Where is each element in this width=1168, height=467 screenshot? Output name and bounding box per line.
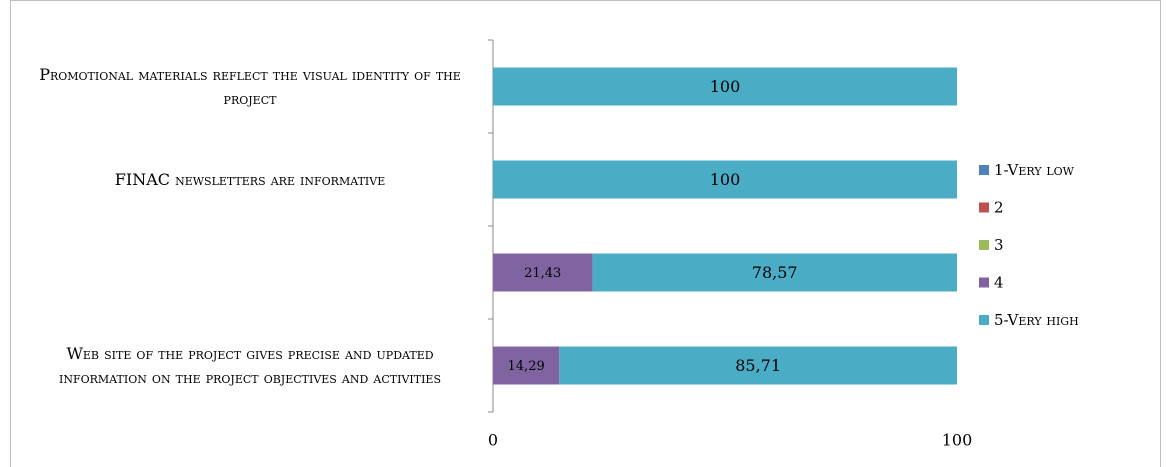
value-label: 85,71: [735, 356, 781, 375]
bar-segment: [493, 346, 560, 385]
legend-label: 5-Very high: [994, 311, 1079, 329]
legend-label: 2: [994, 199, 1004, 217]
value-label: 100: [710, 77, 741, 96]
legend-swatch: [979, 240, 989, 250]
value-label: 21,43: [524, 266, 561, 281]
x-tick-label: 100: [942, 431, 973, 450]
bar-segment: [493, 253, 593, 292]
category-label: Web site of the project gives precise an…: [59, 343, 441, 387]
legend-swatch: [979, 315, 989, 325]
legend-swatch: [979, 202, 989, 213]
category-label: FINAC newsletters are informative: [114, 169, 386, 189]
value-label: 78,57: [752, 263, 798, 282]
legend-label: 1-Very low: [994, 161, 1075, 179]
bar-segment: [493, 160, 957, 199]
legend-label: 3: [994, 236, 1004, 254]
value-label: 100: [710, 170, 741, 189]
category-label: Promotional materials reflect the visual…: [39, 64, 461, 108]
legend-label: 4: [994, 274, 1004, 292]
bar-segment: [559, 346, 957, 385]
legend-swatch: [979, 277, 989, 288]
bar-segment: [592, 253, 957, 292]
legend-swatch: [979, 165, 989, 175]
x-tick-label: 0: [488, 431, 498, 450]
bar-segment: [493, 67, 957, 106]
value-label: 14,29: [508, 359, 545, 374]
chart-border: [10, 0, 1161, 467]
